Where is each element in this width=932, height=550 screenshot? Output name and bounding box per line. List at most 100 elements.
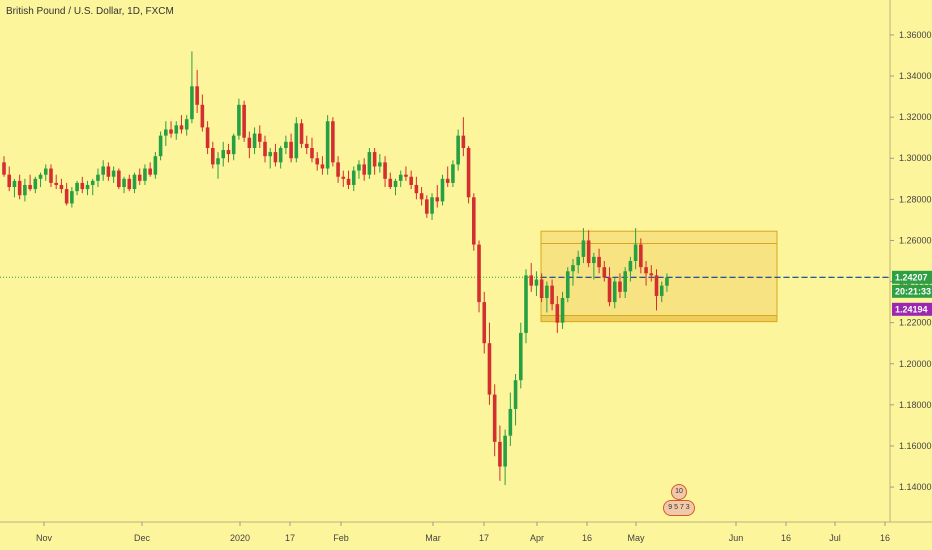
- candle[interactable]: [33, 176, 38, 194]
- candle[interactable]: [75, 180, 79, 196]
- candle[interactable]: [550, 279, 554, 311]
- candle[interactable]: [205, 121, 210, 155]
- candle[interactable]: [451, 160, 455, 188]
- earnings-event-icon[interactable]: 9 5 7 3: [663, 500, 695, 516]
- candle[interactable]: [628, 256, 633, 282]
- candle[interactable]: [12, 178, 17, 198]
- candle[interactable]: [492, 384, 497, 457]
- candle[interactable]: [143, 164, 147, 185]
- candle[interactable]: [659, 281, 664, 303]
- candle[interactable]: [336, 156, 340, 183]
- candle[interactable]: [644, 261, 648, 286]
- candle[interactable]: [263, 135, 267, 163]
- candle[interactable]: [325, 115, 330, 175]
- candle[interactable]: [179, 115, 184, 134]
- candle[interactable]: [226, 143, 231, 163]
- candle[interactable]: [372, 147, 377, 175]
- candle[interactable]: [132, 172, 137, 194]
- candle[interactable]: [231, 133, 236, 161]
- candle[interactable]: [529, 263, 534, 292]
- candle[interactable]: [503, 429, 507, 486]
- candle[interactable]: [200, 94, 205, 132]
- candle[interactable]: [581, 228, 586, 264]
- candle[interactable]: [623, 267, 627, 298]
- candle[interactable]: [237, 98, 241, 140]
- candle[interactable]: [571, 258, 575, 286]
- candle[interactable]: [633, 228, 638, 270]
- candle[interactable]: [419, 187, 424, 206]
- candle[interactable]: [346, 170, 351, 190]
- candle[interactable]: [466, 145, 471, 204]
- candle[interactable]: [498, 425, 502, 481]
- candle[interactable]: [639, 238, 643, 274]
- candle[interactable]: [174, 121, 179, 140]
- candle[interactable]: [111, 166, 116, 183]
- candle[interactable]: [414, 176, 419, 200]
- dividends-event-icon[interactable]: 10: [671, 484, 687, 500]
- candle[interactable]: [586, 230, 591, 268]
- candle[interactable]: [518, 322, 523, 389]
- candle[interactable]: [618, 273, 622, 298]
- candle[interactable]: [534, 271, 539, 296]
- candle[interactable]: [304, 135, 309, 155]
- candle[interactable]: [487, 322, 492, 405]
- candle[interactable]: [607, 267, 612, 307]
- candle[interactable]: [513, 374, 518, 426]
- candle[interactable]: [169, 121, 173, 138]
- candle[interactable]: [409, 170, 413, 190]
- candle[interactable]: [378, 154, 382, 173]
- candle[interactable]: [28, 174, 32, 192]
- candle[interactable]: [649, 265, 654, 282]
- candle[interactable]: [362, 158, 366, 181]
- candle[interactable]: [294, 117, 299, 163]
- candle[interactable]: [90, 178, 95, 196]
- candle[interactable]: [425, 195, 429, 218]
- candle[interactable]: [184, 115, 189, 136]
- candle[interactable]: [383, 156, 387, 188]
- candle[interactable]: [216, 152, 220, 179]
- candle[interactable]: [211, 141, 215, 169]
- candle[interactable]: [59, 178, 64, 194]
- candle[interactable]: [367, 147, 372, 179]
- candle[interactable]: [482, 291, 487, 354]
- candle[interactable]: [612, 277, 617, 309]
- candle[interactable]: [284, 135, 288, 155]
- candle[interactable]: [148, 162, 152, 177]
- candle[interactable]: [117, 168, 121, 190]
- candle[interactable]: [2, 156, 6, 177]
- candle[interactable]: [592, 252, 596, 280]
- candle[interactable]: [555, 295, 560, 333]
- candle[interactable]: [665, 273, 669, 292]
- candle[interactable]: [602, 261, 607, 282]
- candle[interactable]: [23, 178, 27, 202]
- candle[interactable]: [64, 182, 69, 206]
- candle[interactable]: [440, 174, 445, 206]
- candle[interactable]: [654, 269, 659, 311]
- candle[interactable]: [545, 281, 549, 313]
- candle[interactable]: [508, 392, 513, 446]
- candle[interactable]: [54, 174, 58, 190]
- candle[interactable]: [299, 119, 304, 148]
- candle[interactable]: [435, 184, 440, 208]
- candle[interactable]: [393, 178, 398, 196]
- candle[interactable]: [70, 187, 74, 208]
- candle[interactable]: [247, 131, 252, 159]
- range-box[interactable]: [540, 230, 778, 323]
- candle[interactable]: [96, 168, 100, 188]
- candle[interactable]: [49, 164, 53, 188]
- candle[interactable]: [331, 117, 335, 167]
- candle[interactable]: [273, 143, 278, 167]
- candle[interactable]: [153, 152, 158, 179]
- candle[interactable]: [101, 160, 105, 181]
- candle[interactable]: [315, 152, 319, 171]
- candle[interactable]: [127, 174, 132, 192]
- candle[interactable]: [17, 174, 22, 200]
- candle[interactable]: [388, 172, 393, 190]
- candle[interactable]: [158, 131, 163, 161]
- candle[interactable]: [221, 141, 226, 167]
- candle[interactable]: [85, 180, 90, 196]
- candle[interactable]: [268, 147, 273, 169]
- candle[interactable]: [38, 172, 43, 188]
- candle[interactable]: [477, 240, 481, 313]
- candle[interactable]: [565, 267, 570, 303]
